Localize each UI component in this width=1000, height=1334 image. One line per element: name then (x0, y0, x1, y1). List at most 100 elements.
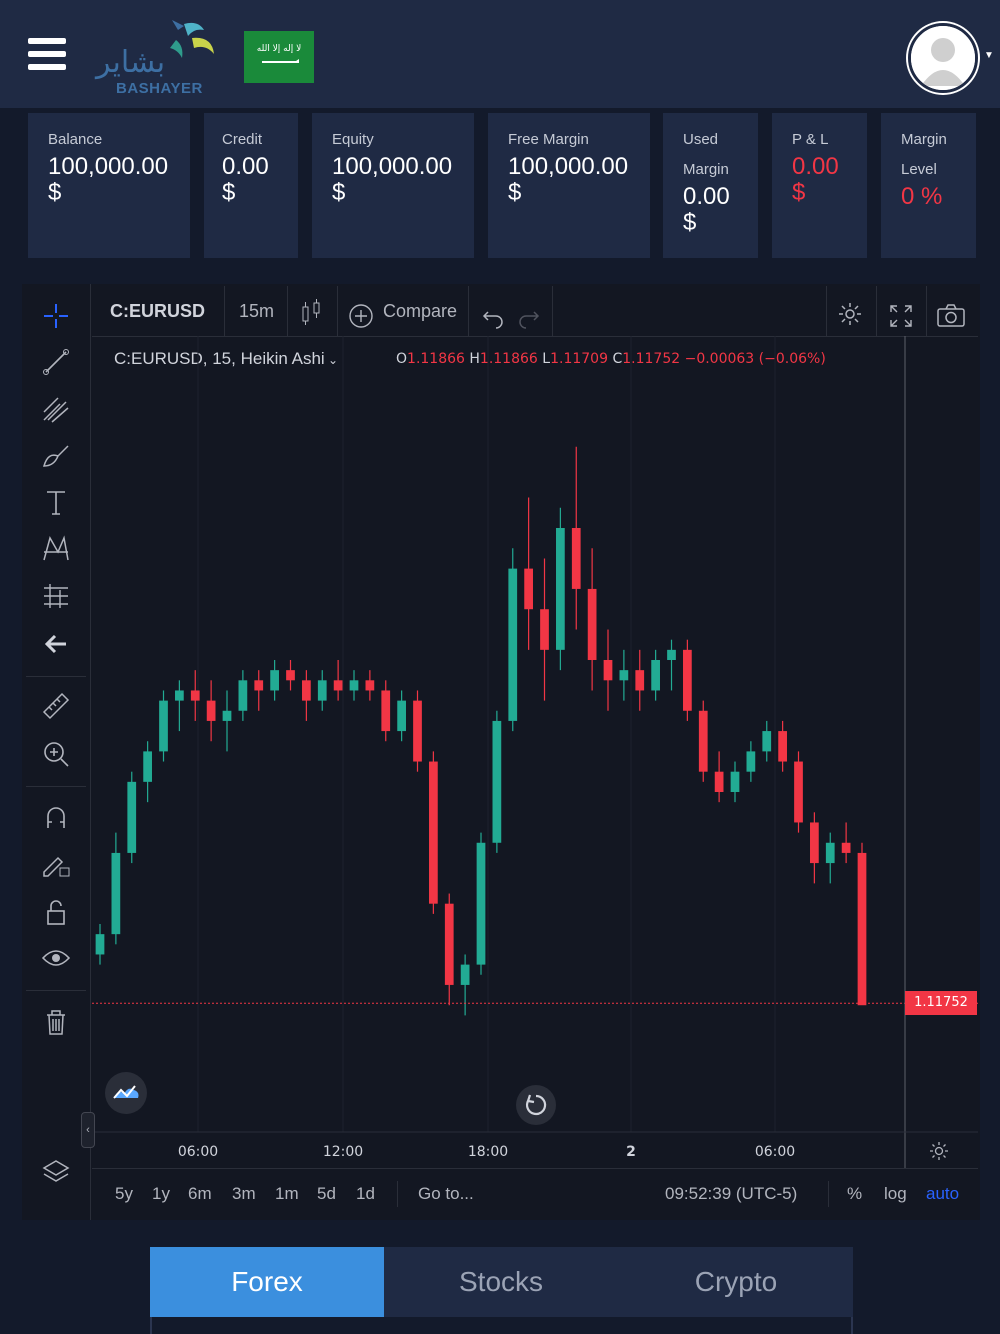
candle-body (206, 700, 216, 721)
symbol-search-button[interactable]: C:EURUSD (110, 301, 206, 321)
candle (365, 670, 375, 701)
equity-currency: $ (332, 179, 346, 206)
time-zone-display[interactable]: 09:52:39 (UTC-5) (665, 1184, 798, 1203)
brush-icon[interactable] (40, 440, 72, 472)
balance-card: Balance 100,000.00 $ (28, 113, 190, 258)
credit-label: Credit (222, 131, 263, 148)
margin-level-value: 0 % (901, 183, 943, 210)
open-value: 1.11866 (407, 351, 465, 367)
candle-body (302, 680, 311, 701)
candle (460, 954, 470, 1016)
high-label: H (469, 351, 480, 367)
candle-body (254, 680, 264, 691)
candle (857, 842, 867, 1006)
crosshair-icon[interactable] (40, 300, 72, 332)
price-chart[interactable] (92, 336, 978, 1168)
compare-button[interactable]: Compare (383, 301, 458, 321)
candle-body (238, 680, 248, 711)
auto-toggle[interactable]: auto (926, 1184, 960, 1203)
goto-button[interactable]: Go to... (418, 1184, 474, 1203)
user-avatar[interactable] (908, 23, 978, 93)
candle-body (794, 761, 803, 823)
prediction-tool-icon[interactable] (40, 580, 72, 612)
candle (778, 720, 787, 772)
candle-body (619, 670, 629, 681)
chevron-down-icon[interactable]: ▼ (984, 50, 994, 61)
free-margin-value: 100,000.00 (508, 153, 629, 180)
candle (635, 649, 645, 711)
candle-body (190, 690, 200, 701)
candle (190, 670, 200, 721)
collapse-toolbar-handle[interactable]: ‹ (81, 1112, 95, 1148)
pnl-currency: $ (792, 179, 806, 206)
margin-level-label-1: Margin (901, 131, 947, 148)
range-1y-button[interactable]: 1y (152, 1184, 170, 1203)
magnet-icon[interactable] (40, 802, 72, 834)
candle-style-icon[interactable] (300, 296, 322, 326)
candle-body (127, 781, 137, 853)
equity-label: Equity (332, 131, 374, 148)
range-1m-button[interactable]: 1m (275, 1184, 299, 1203)
lock-drawing-icon[interactable] (40, 848, 72, 880)
close-value: 1.11752 (622, 351, 681, 367)
candle-body (571, 528, 581, 589)
chevron-down-icon[interactable]: ⌄ (324, 353, 339, 367)
percent-toggle[interactable]: % (847, 1184, 863, 1203)
tab-crypto[interactable]: Crypto (694, 1266, 778, 1297)
tab-forex[interactable]: Forex (150, 1247, 384, 1317)
log-toggle[interactable]: log (884, 1184, 907, 1203)
range-3m-button[interactable]: 3m (232, 1184, 256, 1203)
candle (762, 720, 772, 762)
settings-gear-icon[interactable] (836, 297, 864, 325)
toolbar-divider (828, 1181, 829, 1207)
tab-stocks[interactable]: Stocks (458, 1266, 544, 1297)
candle-body (810, 822, 819, 864)
high-value: 1.11866 (479, 351, 538, 367)
candle (333, 660, 343, 701)
candle-body (825, 842, 835, 864)
pattern-tool-icon[interactable] (40, 532, 72, 564)
text-tool-icon[interactable] (40, 486, 72, 518)
candle (746, 741, 756, 782)
fullscreen-icon[interactable] (888, 298, 914, 327)
fib-tool-icon[interactable] (40, 394, 72, 426)
plus-circle-icon[interactable] (348, 298, 374, 328)
range-5d-button[interactable]: 5d (317, 1184, 336, 1203)
range-6m-button[interactable]: 6m (188, 1184, 212, 1203)
candle (143, 741, 152, 803)
axis-settings-gear-icon[interactable] (928, 1140, 950, 1167)
unlock-icon[interactable] (40, 896, 72, 928)
candle-body (556, 528, 565, 650)
candles-group (95, 446, 867, 1016)
legend-title-text: C:EURUSD, 15, Heikin Ashi (114, 349, 325, 368)
chart-legend-title[interactable]: C:EURUSD, 15, Heikin Ashi ⌄ (114, 349, 338, 369)
ruler-icon[interactable] (40, 690, 72, 722)
tab-content-area (150, 1317, 853, 1334)
candle (794, 751, 803, 833)
candle (222, 690, 232, 752)
interval-button[interactable]: 15m (239, 301, 275, 321)
zoom-in-icon[interactable] (40, 738, 72, 770)
range-1d-button[interactable]: 1d (356, 1184, 375, 1203)
tradingview-logo-icon[interactable] (105, 1072, 147, 1114)
candle-body (333, 680, 343, 691)
trash-icon[interactable] (40, 1006, 72, 1038)
undo-icon[interactable] (482, 299, 504, 329)
reset-chart-icon[interactable] (516, 1085, 556, 1125)
menu-icon[interactable] (28, 38, 66, 72)
redo-icon[interactable] (518, 299, 540, 329)
trend-line-icon[interactable] (40, 346, 72, 378)
candle (651, 649, 660, 701)
candle (413, 690, 422, 772)
layers-icon[interactable] (40, 1156, 72, 1188)
candle-body (317, 680, 327, 701)
eye-icon[interactable] (40, 942, 72, 974)
market-tabs: Forex Stocks Crypto (150, 1247, 853, 1317)
toolbar-divider (876, 286, 877, 336)
back-arrow-icon[interactable] (40, 628, 72, 660)
candle (619, 649, 629, 701)
used-margin-currency: $ (683, 209, 697, 236)
camera-icon[interactable] (936, 298, 966, 327)
x-axis-label: 2 (626, 1144, 636, 1160)
range-5y-button[interactable]: 5y (115, 1184, 133, 1203)
